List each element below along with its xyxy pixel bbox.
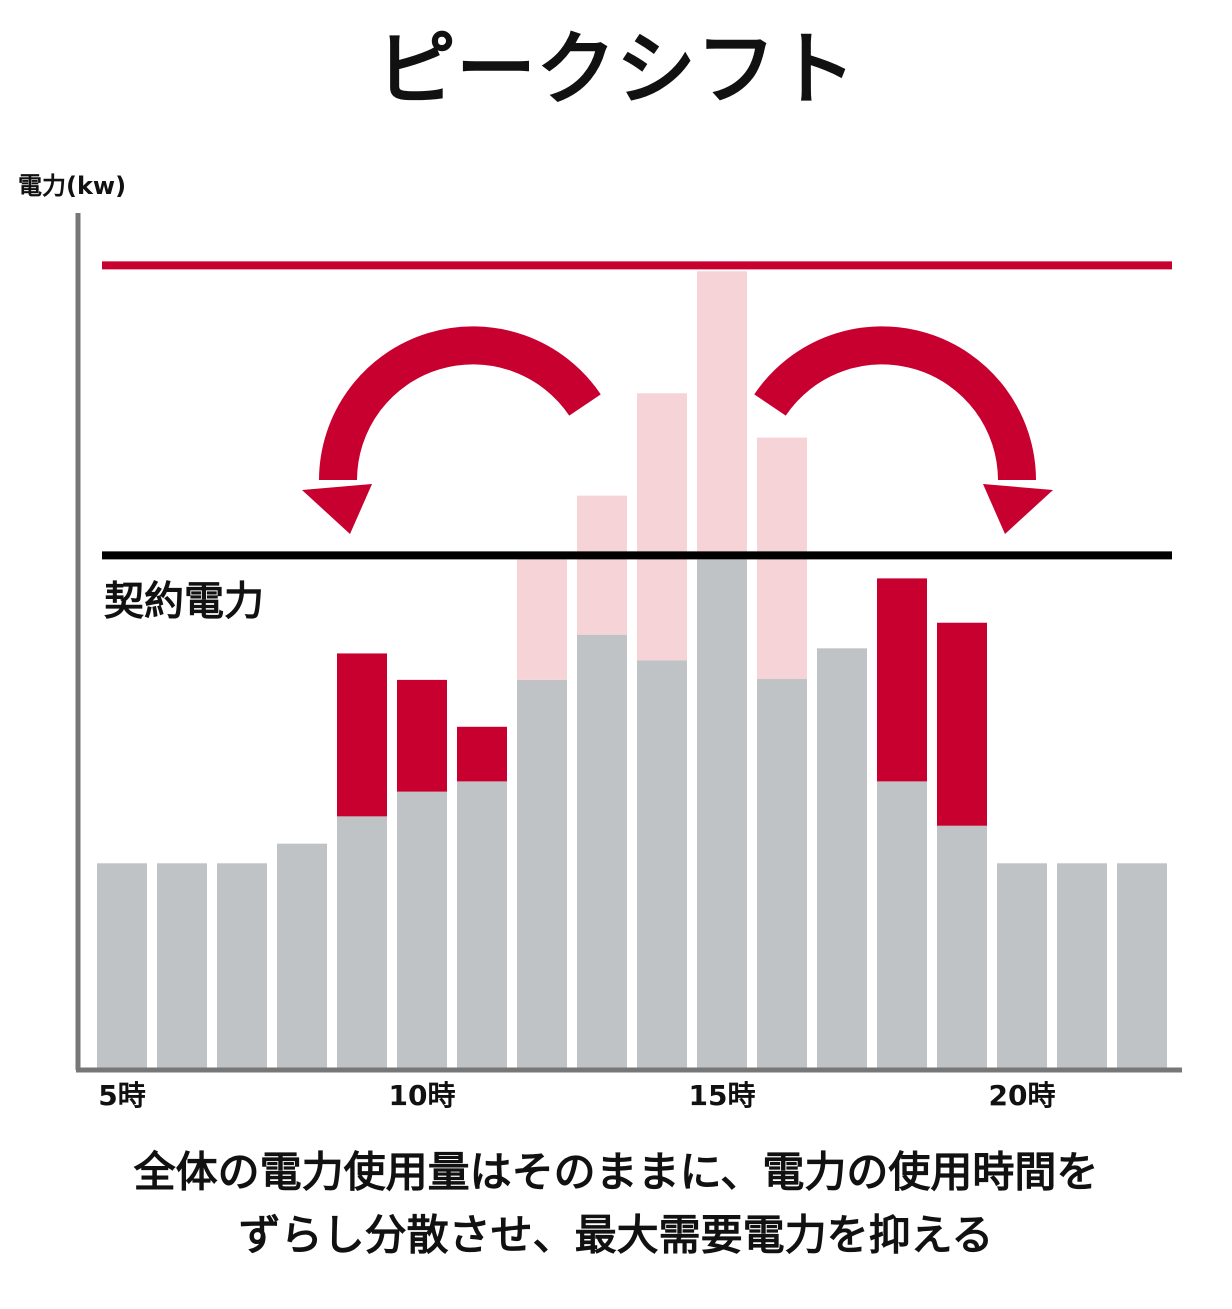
arrow-arc [319, 326, 601, 481]
arrow-head [302, 484, 372, 534]
shift-arrow-left [302, 326, 601, 534]
bar-segment [157, 863, 207, 1068]
bar-segment [1057, 863, 1107, 1068]
bar-segment [937, 825, 987, 1068]
bar-segment [937, 622, 987, 826]
bar-segment [337, 653, 387, 817]
bar-segment [877, 578, 927, 782]
x-tick-label: 5時 [98, 1079, 145, 1112]
bar-segment [637, 393, 687, 661]
bar-segment [577, 634, 627, 1068]
caption: ずらし分散させ、最大需要電力を抑える [239, 1211, 994, 1260]
bar-segment [697, 271, 747, 560]
reference-line-label: 契約電力 [104, 578, 264, 624]
bar-segment [877, 781, 927, 1068]
bar-segment [697, 559, 747, 1068]
x-tick-label: 10時 [389, 1079, 456, 1112]
bar-segment [577, 495, 627, 635]
shift-arrow-right [754, 326, 1053, 534]
bar-segment [97, 863, 147, 1068]
bar-segment [817, 648, 867, 1068]
bar-segment [1117, 863, 1167, 1068]
arrow-arc [754, 326, 1036, 481]
bar-segment [397, 679, 447, 792]
bar-segment [637, 660, 687, 1068]
chart-title: ピークシフト [376, 23, 856, 116]
bar-segment [337, 816, 387, 1068]
caption: 全体の電力使用量はそのままに、電力の使用時間を [133, 1148, 1099, 1197]
bar-segment [997, 863, 1047, 1068]
bar-segment [217, 863, 267, 1068]
x-tick-label: 15時 [689, 1079, 756, 1112]
bar-segment [757, 679, 807, 1068]
bars [97, 271, 1167, 1068]
y-axis-label: 電力(kw) [18, 172, 126, 200]
x-tick-label: 20時 [989, 1079, 1056, 1112]
bar-segment [397, 791, 447, 1068]
bar-segment [517, 679, 567, 1068]
arrow-head [983, 484, 1053, 534]
bar-segment [277, 843, 327, 1068]
bar-segment [517, 559, 567, 680]
bar-segment [457, 781, 507, 1068]
bar-segment [457, 726, 507, 782]
